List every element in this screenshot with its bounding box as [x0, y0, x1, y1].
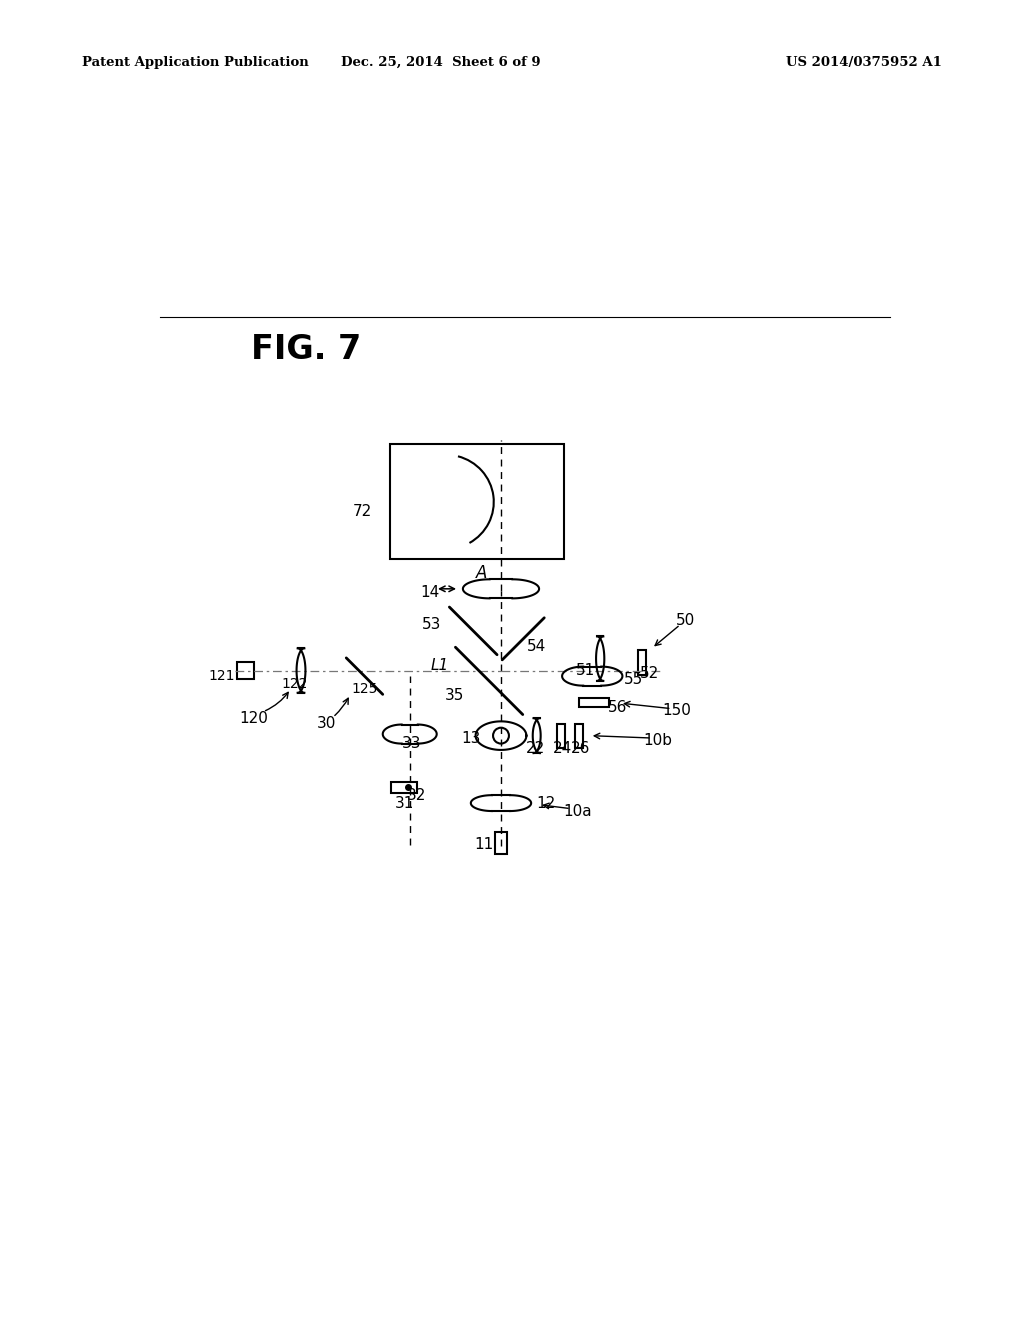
Text: 72: 72 — [352, 504, 372, 519]
Bar — [237, 661, 254, 680]
Bar — [390, 445, 564, 560]
Text: 26: 26 — [570, 741, 590, 756]
Text: 13: 13 — [461, 731, 480, 746]
Text: 120: 120 — [239, 710, 268, 726]
Bar — [391, 781, 417, 793]
Text: 32: 32 — [407, 788, 426, 804]
Text: 53: 53 — [422, 616, 441, 632]
Text: 125: 125 — [351, 682, 378, 696]
Text: 11: 11 — [475, 837, 494, 851]
Text: 52: 52 — [640, 667, 659, 681]
Text: US 2014/0375952 A1: US 2014/0375952 A1 — [786, 55, 942, 69]
Text: 10b: 10b — [644, 733, 673, 748]
Text: Patent Application Publication: Patent Application Publication — [82, 55, 308, 69]
Text: 55: 55 — [624, 672, 643, 686]
Text: 121: 121 — [209, 669, 234, 684]
Text: 22: 22 — [525, 741, 545, 756]
Text: FIG. 7: FIG. 7 — [251, 333, 361, 366]
Text: L1: L1 — [431, 657, 449, 672]
Text: A: A — [475, 564, 486, 582]
Text: 24: 24 — [553, 741, 572, 756]
Text: Dec. 25, 2014  Sheet 6 of 9: Dec. 25, 2014 Sheet 6 of 9 — [341, 55, 540, 69]
Text: 12: 12 — [537, 796, 556, 810]
Bar — [495, 832, 507, 854]
Text: 122: 122 — [282, 677, 308, 692]
Bar — [638, 649, 646, 676]
Text: 10a: 10a — [563, 804, 592, 818]
Text: 30: 30 — [316, 717, 336, 731]
Bar — [579, 698, 609, 706]
Text: 51: 51 — [575, 663, 595, 678]
Bar — [557, 723, 565, 747]
Text: 56: 56 — [608, 701, 628, 715]
Text: 35: 35 — [445, 688, 465, 702]
Text: 33: 33 — [401, 737, 421, 751]
Text: 14: 14 — [420, 585, 439, 601]
Bar — [574, 723, 583, 747]
Text: 31: 31 — [394, 796, 414, 810]
Text: 150: 150 — [663, 702, 691, 718]
Text: 50: 50 — [676, 612, 694, 628]
Text: 54: 54 — [527, 639, 547, 655]
